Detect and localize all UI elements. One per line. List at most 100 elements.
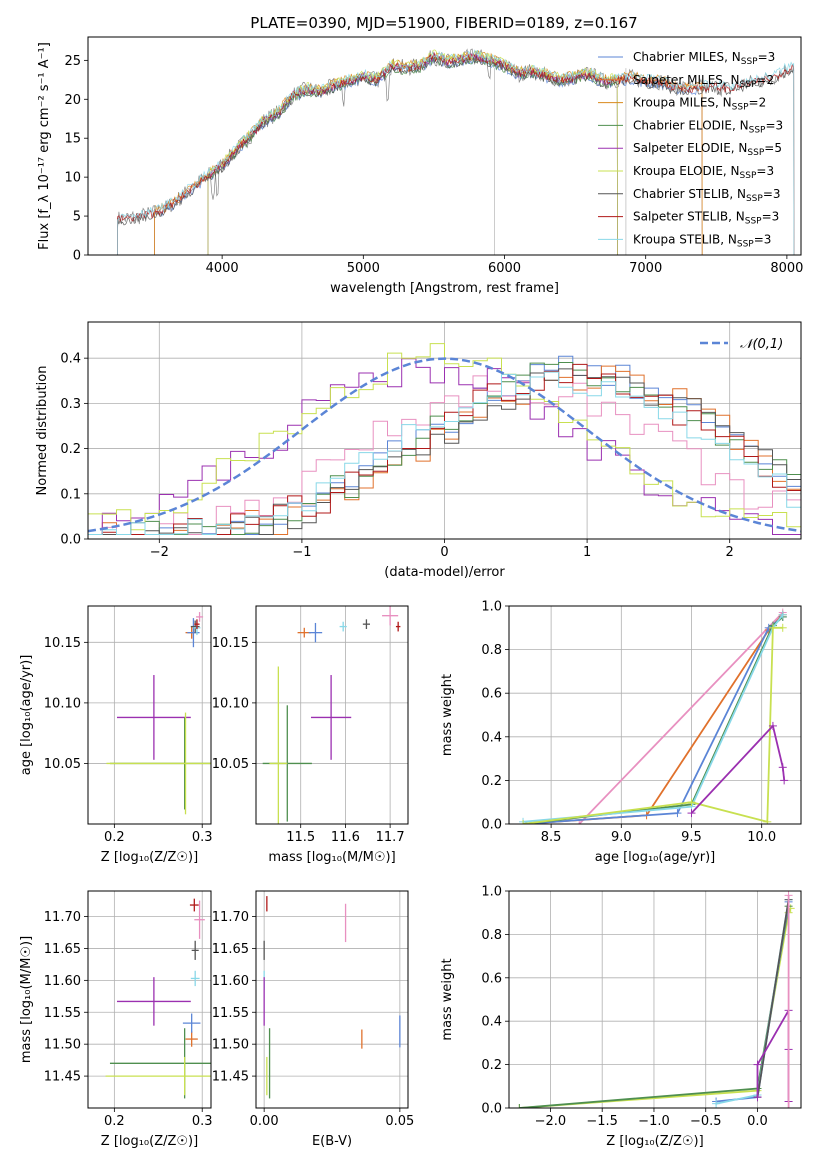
- mass-weight-line: [578, 611, 784, 824]
- plot-area: [262, 606, 401, 824]
- axes-frame: [87, 890, 212, 1109]
- y-tick-label: 20: [64, 93, 81, 108]
- legend-value: =3: [763, 187, 781, 201]
- mass-weight-marker: [778, 610, 787, 619]
- y-axis-label: Flux [f_λ 10⁻¹⁷ erg cm⁻² s⁻¹ A⁻¹]: [37, 42, 52, 250]
- x-tick-label: 0.3: [192, 1114, 213, 1129]
- x-tick-label: −2.0: [535, 1114, 567, 1129]
- x-tick-label: 0.2: [104, 1114, 125, 1129]
- mass-weight-marker: [753, 1060, 762, 1069]
- y-tick-label: 0.2: [481, 774, 502, 789]
- errorbar-point: [190, 620, 200, 633]
- y-tick-label: 0.0: [481, 818, 502, 833]
- mass-weight-line: [522, 614, 784, 823]
- spectrum-legend: Chabrier MILES, NSSP=3 Salpeter MILES, NS…: [598, 50, 783, 249]
- legend-value: =3: [762, 210, 780, 224]
- x-tick-label: 0.2: [104, 830, 125, 845]
- y-tick-label: 10.10: [44, 696, 81, 711]
- gridlines: [88, 891, 211, 1108]
- legend-entry: Chabrier STELIB, NSSP=3: [633, 187, 781, 204]
- x-axis-label: E(B-V): [312, 1134, 352, 1149]
- legend-value: =5: [764, 141, 782, 155]
- plot-area: [117, 48, 795, 255]
- spectrum-model-line: [207, 55, 618, 255]
- axes-frame: [87, 321, 802, 540]
- mass-weight-marker: [763, 817, 772, 824]
- legend-subscript: SSP: [740, 171, 757, 181]
- mass-weight-marker: [673, 809, 682, 818]
- mass-weight-line: [522, 614, 784, 824]
- plot-area: [519, 608, 789, 824]
- x-tick-label: 11.5: [286, 830, 315, 845]
- x-axis-label: mass [log₁₀(M/M☉)]: [268, 850, 395, 865]
- residual-histogram: [88, 343, 801, 535]
- legend-entry: Salpeter ELODIE, NSSP=5: [633, 141, 782, 158]
- mass-weight-marker: [575, 820, 584, 824]
- y-tick-label: 10.15: [44, 636, 81, 651]
- errorbar-point: [189, 898, 199, 912]
- x-tick-label: 7000: [629, 261, 662, 276]
- x-tick-label: −1.0: [638, 1114, 670, 1129]
- residual-histogram: [88, 375, 801, 535]
- gaussian-curve: [88, 357, 801, 533]
- x-tick-label: −1.5: [586, 1114, 618, 1129]
- legend-entry: Kroupa ELODIE, NSSP=3: [633, 164, 774, 181]
- y-tick-label: 0.6: [481, 687, 502, 702]
- panel-mass-vs-ebv: 0.00 0.05 11.45 11.50 11.55 11.60 11.65 11.70 E(…: [212, 890, 414, 1149]
- legend-value: =3: [758, 50, 776, 64]
- y-tick-label: 0.2: [60, 442, 81, 457]
- errorbar-point: [310, 675, 352, 760]
- mass-weight-line: [519, 908, 792, 1108]
- x-tick-label: −2: [150, 545, 169, 560]
- x-tick-label: 2: [726, 545, 734, 560]
- y-tick-label: 11.50: [44, 1038, 81, 1053]
- plot-area: [263, 896, 401, 1099]
- x-tick-label: 8000: [770, 261, 803, 276]
- x-tick-label: 4000: [206, 261, 239, 276]
- legend-entry: Chabrier MILES, NSSP=3: [633, 50, 775, 67]
- y-tick-label: 0.4: [481, 1015, 502, 1030]
- y-tick-label: 11.55: [212, 1006, 249, 1021]
- y-tick-label: 5: [73, 210, 81, 225]
- x-tick-label: 0.00: [250, 1114, 279, 1129]
- axes-frame: [255, 890, 409, 1109]
- x-tick-label: 0.0: [747, 1114, 768, 1129]
- legend-entry: Salpeter STELIB, NSSP=3: [633, 210, 779, 227]
- x-tick-label: 11.6: [331, 830, 360, 845]
- axes-frame: [508, 605, 802, 825]
- spectrum-model-line: [117, 49, 795, 255]
- errorbar-point: [116, 675, 191, 760]
- legend-entry: Salpeter MILES, NSSP=2: [633, 73, 774, 90]
- y-tick-label: 11.50: [212, 1038, 249, 1053]
- legend-subscript: SSP: [745, 217, 762, 227]
- legend-subscript: SSP: [749, 125, 766, 135]
- x-axis-label: Z [log₁₀(Z/Z☉)]: [101, 1134, 198, 1149]
- errorbar-point: [191, 940, 199, 960]
- y-tick-label: 0.8: [481, 928, 502, 943]
- y-tick-label: 10.05: [44, 757, 81, 772]
- x-tick-label: 0.3: [192, 830, 213, 845]
- panel-mass-vs-z: 0.2 0.3 11.45 11.50 11.55 11.60 11.65 11.70 Z [l…: [19, 890, 213, 1149]
- errorbar-point: [308, 622, 323, 643]
- x-tick-label: 5000: [347, 261, 380, 276]
- errorbar-point: [269, 666, 288, 824]
- spectrum-model-line: [117, 55, 795, 255]
- y-tick-label: 0.3: [60, 397, 81, 412]
- mass-weight-marker: [768, 721, 777, 730]
- x-tick-label: 0: [440, 545, 448, 560]
- errorbar-point: [185, 1031, 198, 1047]
- y-tick-label: 10.05: [212, 757, 249, 772]
- x-tick-label: 0.05: [385, 1114, 414, 1129]
- axes-frame: [508, 890, 802, 1109]
- y-tick-label: 10.15: [212, 636, 249, 651]
- legend-subscript: SSP: [737, 239, 754, 249]
- spectrum-model-line: [154, 53, 703, 255]
- panel-massweight-vs-age: 8.5 9.0 9.5 10.0 0.0 0.2 0.4 0.6 0.8 1.0 age [log₁…: [440, 600, 802, 865]
- axes-frame: [255, 605, 409, 825]
- y-axis-label: Normed distribution: [35, 366, 50, 496]
- mass-weight-marker: [778, 763, 787, 772]
- panel-age-vs-mass: 11.5 11.6 11.7 10.05 10.10 10.15 mass [log₁₀(M…: [212, 605, 409, 865]
- mass-weight-line: [522, 616, 784, 824]
- mass-weight-marker: [778, 623, 787, 632]
